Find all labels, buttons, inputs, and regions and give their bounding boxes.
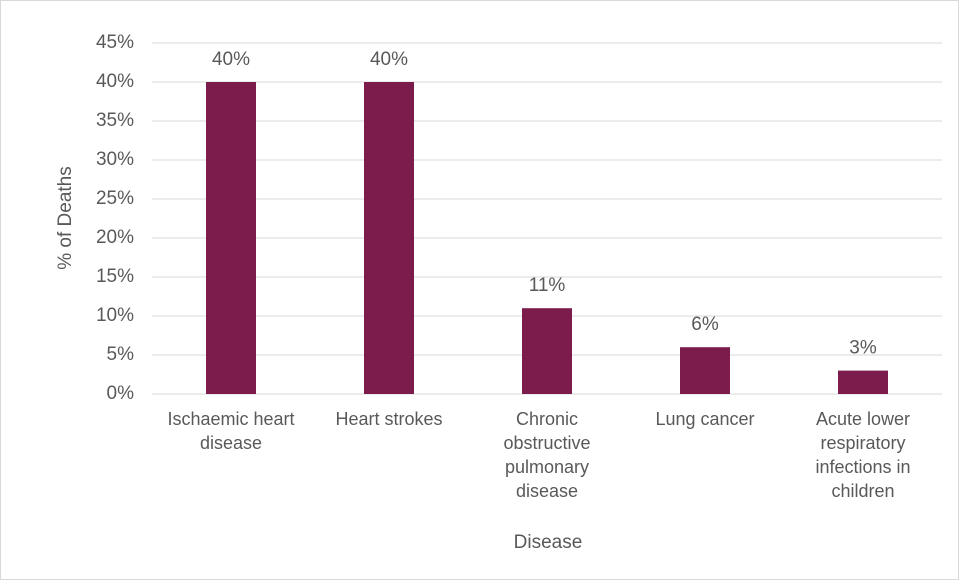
x-tick-label: Acute lower respiratory infections in ch… [815, 409, 911, 501]
x-axis-title: Disease [514, 532, 583, 553]
data-label: 3% [849, 338, 877, 359]
x-tick-label: Ischaemic heart disease [167, 409, 295, 453]
data-label: 40% [370, 49, 408, 70]
y-tick-label: 0% [107, 383, 135, 404]
x-tick-label: Lung cancer [655, 409, 755, 429]
y-tick-label: 5% [107, 344, 135, 365]
y-tick-label: 20% [96, 227, 134, 248]
y-tick-label: 10% [96, 305, 134, 326]
data-label: 11% [529, 275, 566, 296]
y-tick-label: 40% [96, 71, 134, 92]
y-tick-label: 35% [96, 110, 134, 131]
y-tick-label: 45% [96, 32, 134, 53]
bar [838, 370, 888, 394]
data-label: 6% [691, 314, 719, 335]
x-tick-label: Chronic obstructive pulmonary disease [503, 409, 591, 501]
y-tick-label: 15% [96, 266, 134, 287]
bar [522, 308, 572, 394]
y-tick-label: 25% [96, 188, 134, 209]
y-axis-title: % of Deaths [55, 166, 76, 270]
bar [206, 82, 256, 394]
bar [364, 82, 414, 394]
x-tick-label: Heart strokes [335, 409, 443, 429]
bar [680, 347, 730, 394]
data-label: 40% [212, 49, 250, 70]
y-tick-label: 30% [96, 149, 134, 170]
